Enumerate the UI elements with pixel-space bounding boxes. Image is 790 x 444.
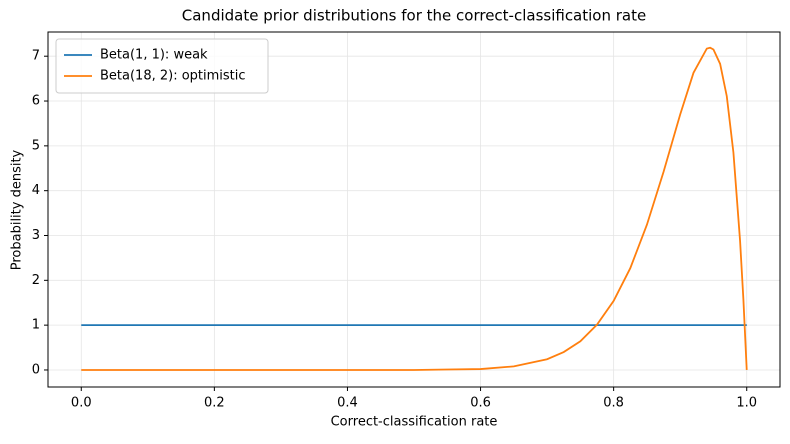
- y-tick-label: 7: [32, 49, 40, 64]
- x-axis-label: Correct-classification rate: [331, 415, 498, 430]
- x-tick-label: 0.2: [204, 396, 225, 411]
- y-tick-label: 2: [32, 273, 40, 288]
- y-tick-label: 1: [32, 318, 40, 333]
- x-tick-label: 1.0: [736, 396, 757, 411]
- line-series: [81, 46, 748, 371]
- y-tick-label: 5: [32, 138, 40, 153]
- x-tick-label: 0.6: [470, 396, 491, 411]
- x-tick-label: 0.8: [603, 396, 624, 411]
- legend-label: Beta(18, 2): optimistic: [100, 69, 246, 84]
- y-tick-label: 6: [32, 94, 40, 109]
- x-tick-label: 0.4: [337, 396, 358, 411]
- chart-title: Candidate prior distributions for the co…: [182, 7, 646, 25]
- y-axis-label: Probability density: [10, 149, 25, 270]
- legend-box: [55, 38, 269, 94]
- x-tick-label: 0.0: [71, 396, 92, 411]
- y-tick-label: 0: [32, 362, 40, 377]
- legend: Beta(1, 1): weak Beta(18, 2): optimistic: [55, 38, 269, 94]
- plot-frame: [47, 31, 781, 388]
- y-tick-label: 3: [32, 228, 40, 243]
- y-tick-label: 4: [32, 183, 40, 198]
- legend-label: Beta(1, 1): weak: [100, 48, 208, 63]
